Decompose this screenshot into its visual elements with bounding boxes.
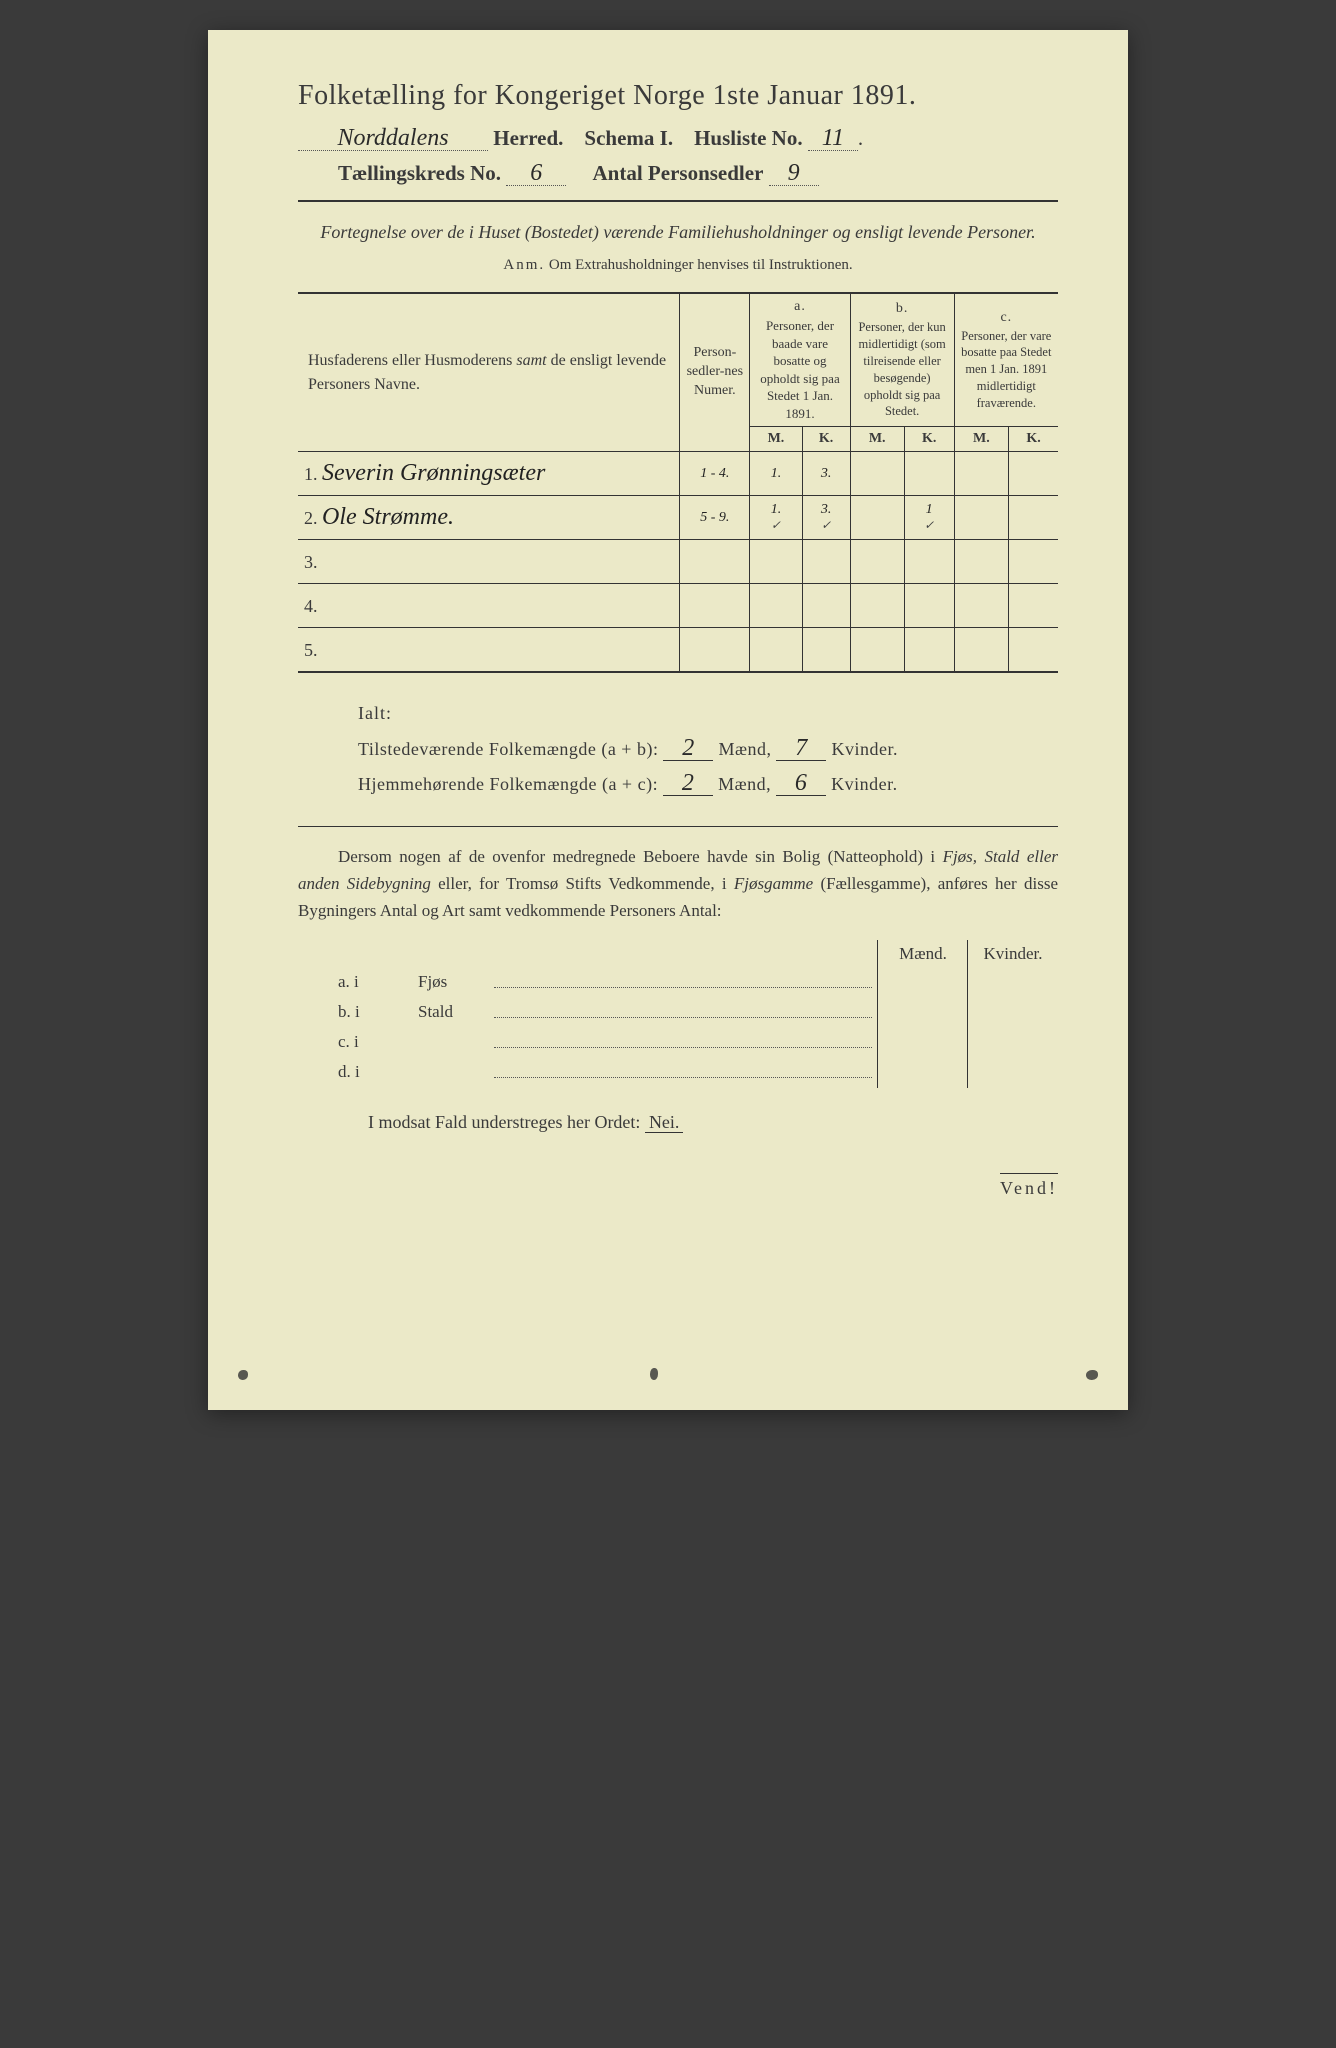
header-line-1: Norddalens Herred. Schema I. Husliste No… [298,126,1058,151]
outbuilding-table: Mænd. Kvinder. a. iFjøs b. iStald c. i d. i [338,944,1058,1082]
col-b-m: M. [850,427,904,452]
totals-block: Ialt: Tilstedeværende Folkemængde (a + b… [358,703,1058,796]
antal-label: Antal Personsedler [593,161,764,185]
outbuilding-header: Mænd. Kvinder. [338,944,1058,964]
anm-label: Anm. [503,257,545,273]
col-header-b: b. Personer, der kun midlertidigt (som t… [850,293,954,427]
subtitle: Fortegnelse over de i Huset (Bostedet) v… [298,220,1058,245]
table-row: 2. Ole Strømme.5 - 9.1.✓3.✓1✓ [298,496,1058,540]
table-row: 4. [298,584,1058,628]
col-a-k: K. [802,427,850,452]
herred-value: Norddalens [298,126,488,151]
col-c-m: M. [954,427,1009,452]
col-header-names: Husfaderens eller Husmoderens samt de en… [298,293,680,452]
nei-line: I modsat Fald understreges her Ordet: Ne… [368,1112,1058,1133]
col-b-k: K. [904,427,954,452]
ialt-label: Ialt: [358,703,1058,724]
page-title: Folketælling for Kongeriget Norge 1ste J… [298,80,1058,112]
antal-value: 9 [769,161,819,186]
outbuilding-row: a. iFjøs [338,972,1058,992]
kreds-label: Tællingskreds No. [338,161,501,185]
table-row: 1. Severin Grønningsæter1 - 4.1.3. [298,452,1058,496]
nei-word: Nei. [645,1112,684,1133]
total-present: Tilstedeværende Folkemængde (a + b): 2 M… [358,736,1058,761]
annotation: Anm. Om Extrahusholdninger henvises til … [298,257,1058,274]
herred-label: Herred. [493,126,563,150]
census-table: Husfaderens eller Husmoderens samt de en… [298,292,1058,673]
ink-mark [650,1368,658,1380]
kvinder-label: Kvinder. [968,944,1058,964]
col-header-c: c. Personer, der vare bosatte paa Stedet… [954,293,1058,427]
anm-text: Om Extrahusholdninger henvises til Instr… [549,257,853,273]
ink-mark [1086,1370,1098,1380]
outbuilding-paragraph: Dersom nogen af de ovenfor medregnede Be… [298,843,1058,925]
vend-label: Vend! [1000,1173,1058,1199]
outbuilding-row: d. i [338,1062,1058,1082]
col-c-k: K. [1009,427,1058,452]
ink-mark [238,1370,248,1380]
table-row: 5. [298,628,1058,672]
husliste-label: Husliste No. [694,126,803,150]
divider [298,200,1058,202]
col-header-numer: Person-sedler-nes Numer. [680,293,750,452]
header-line-2: Tællingskreds No. 6 Antal Personsedler 9 [338,161,1058,186]
col-a-m: M. [750,427,802,452]
schema-label: Schema I. [584,126,673,150]
census-form-page: Folketælling for Kongeriget Norge 1ste J… [208,30,1128,1410]
outbuilding-row: c. i [338,1032,1058,1052]
divider [298,826,1058,827]
total-resident: Hjemmehørende Folkemængde (a + c): 2 Mæn… [358,771,1058,796]
col-header-a: a. Personer, der baade vare bosatte og o… [750,293,850,427]
kreds-value: 6 [506,161,566,186]
outbuilding-row: b. iStald [338,1002,1058,1022]
husliste-value: 11 [808,126,858,151]
maend-label: Mænd. [878,944,968,964]
table-row: 3. [298,540,1058,584]
